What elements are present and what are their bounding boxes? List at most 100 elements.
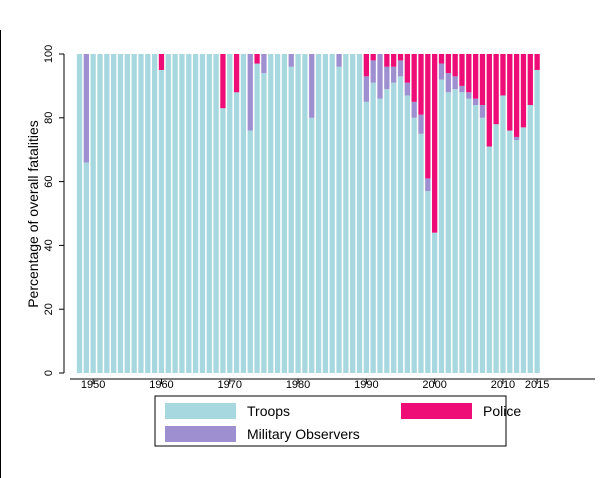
x-tick-label: 1950 [81,379,105,391]
bar-police-2013 [520,54,527,128]
bar-military-observers-1991 [370,60,376,83]
bar-troops-1965 [192,54,199,373]
bar-police-1997 [411,54,417,102]
bar-troops-1977 [274,54,281,373]
bar-troops-1966 [199,54,206,373]
bar-troops-2000 [432,232,438,373]
legend-swatch-military-observers [165,426,236,442]
bar-military-observers-2004 [459,85,465,93]
bar-police-1960 [158,54,165,70]
bar-police-2002 [445,54,451,74]
bar-troops-2005 [466,98,472,373]
bar-troops-2004 [459,92,465,373]
x-tick-label: 2000 [422,379,446,391]
bar-troops-1999 [425,191,431,373]
legend-label-police: Police [483,403,521,419]
bar-troops-1976 [268,54,274,373]
bar-troops-1993 [384,89,390,373]
bar-police-2009 [493,54,499,125]
y-axis-label: Percentage of overall fatalities [25,120,41,308]
legend-label-military-observers: Military Observers [247,426,360,442]
bar-troops-2008 [486,146,492,373]
bar-troops-2003 [452,89,458,373]
bar-troops-1979 [288,66,294,373]
bar-police-2010 [500,54,506,96]
bar-troops-1978 [281,54,288,373]
bar-troops-2014 [527,105,533,373]
bar-troops-1964 [186,54,192,373]
bar-military-observers-1997 [411,101,417,118]
bar-military-observers-2002 [445,73,451,93]
bar-troops-1974 [254,63,260,373]
y-tick-label: 80 [43,112,55,124]
bar-police-2007 [479,54,486,106]
bar-troops-2002 [445,92,451,373]
bar-police-1996 [404,54,410,83]
bar-police-2001 [438,54,445,64]
y-tick-label: 20 [43,303,55,315]
x-tick-label: 1990 [354,379,378,391]
bar-troops-2015 [534,69,540,373]
bar-military-observers-2012 [513,136,520,141]
bar-troops-1960 [158,69,165,373]
bar-military-observers-1993 [384,66,390,90]
bar-troops-1967 [206,54,212,373]
bar-troops-1997 [411,117,417,373]
bar-military-observers-2003 [452,76,458,90]
bar-military-observers-2001 [438,63,445,80]
bar-troops-1952 [104,54,110,373]
bar-police-2004 [459,54,465,86]
bar-military-observers-1992 [377,54,383,99]
x-tick-label: 2010 [491,379,515,391]
legend: Troops Police Military Observers [154,395,521,447]
y-tick-label: 100 [43,45,55,63]
x-tick-group: 1950 1960 1970 1980 1990 2000 2010 2015 [81,379,549,391]
bar-troops-1983 [315,54,322,373]
bar-police-2006 [472,54,479,99]
bar-military-observers-1975 [261,54,267,74]
bar-troops-1968 [213,54,219,373]
bar-troops-1996 [404,95,410,373]
bar-troops-1990 [363,101,370,373]
bar-military-observers-1986 [336,54,342,67]
bar-troops-1992 [377,98,383,373]
legend-swatch-police [401,403,472,419]
x-tick-label: 1970 [218,379,242,391]
y-tick-group: 0 20 40 60 80 100 [43,45,64,376]
bar-police-1969 [220,54,226,109]
bar-troops-2009 [493,124,499,374]
bar-police-2008 [486,54,492,147]
bar-police-2003 [452,54,458,77]
bar-troops-1957 [138,54,144,373]
bar-troops-1989 [356,54,363,373]
x-tick-label: 1980 [286,379,310,391]
bar-troops-1994 [391,82,397,374]
bar-troops-1975 [261,73,267,373]
legend-label-troops: Troops [247,403,290,419]
bar-troops-1986 [336,66,342,373]
bar-police-1999 [425,54,431,179]
bar-troops-1991 [370,82,376,374]
bar-troops-1949 [83,162,89,373]
bar-police-2014 [527,54,533,106]
bar-troops-1948 [76,54,83,373]
bar-troops-2006 [472,105,479,373]
bar-troops-1961 [165,54,171,373]
bar-troops-2012 [513,140,520,373]
bar-troops-1998 [418,133,424,373]
bar-troops-1971 [233,92,240,373]
bar-police-1991 [370,54,376,61]
bar-troops-1981 [302,54,308,373]
bar-troops-1980 [295,54,301,373]
bar-troops-1973 [247,130,253,373]
bar-police-2011 [507,54,513,131]
bar-troops-1984 [322,54,329,373]
bar-military-observers-1995 [397,60,404,77]
bar-police-1995 [397,54,404,61]
bar-troops-1972 [240,54,247,373]
bar-troops-2013 [520,127,527,374]
bar-troops-2010 [500,95,506,373]
bar-troops-1954 [117,54,124,373]
